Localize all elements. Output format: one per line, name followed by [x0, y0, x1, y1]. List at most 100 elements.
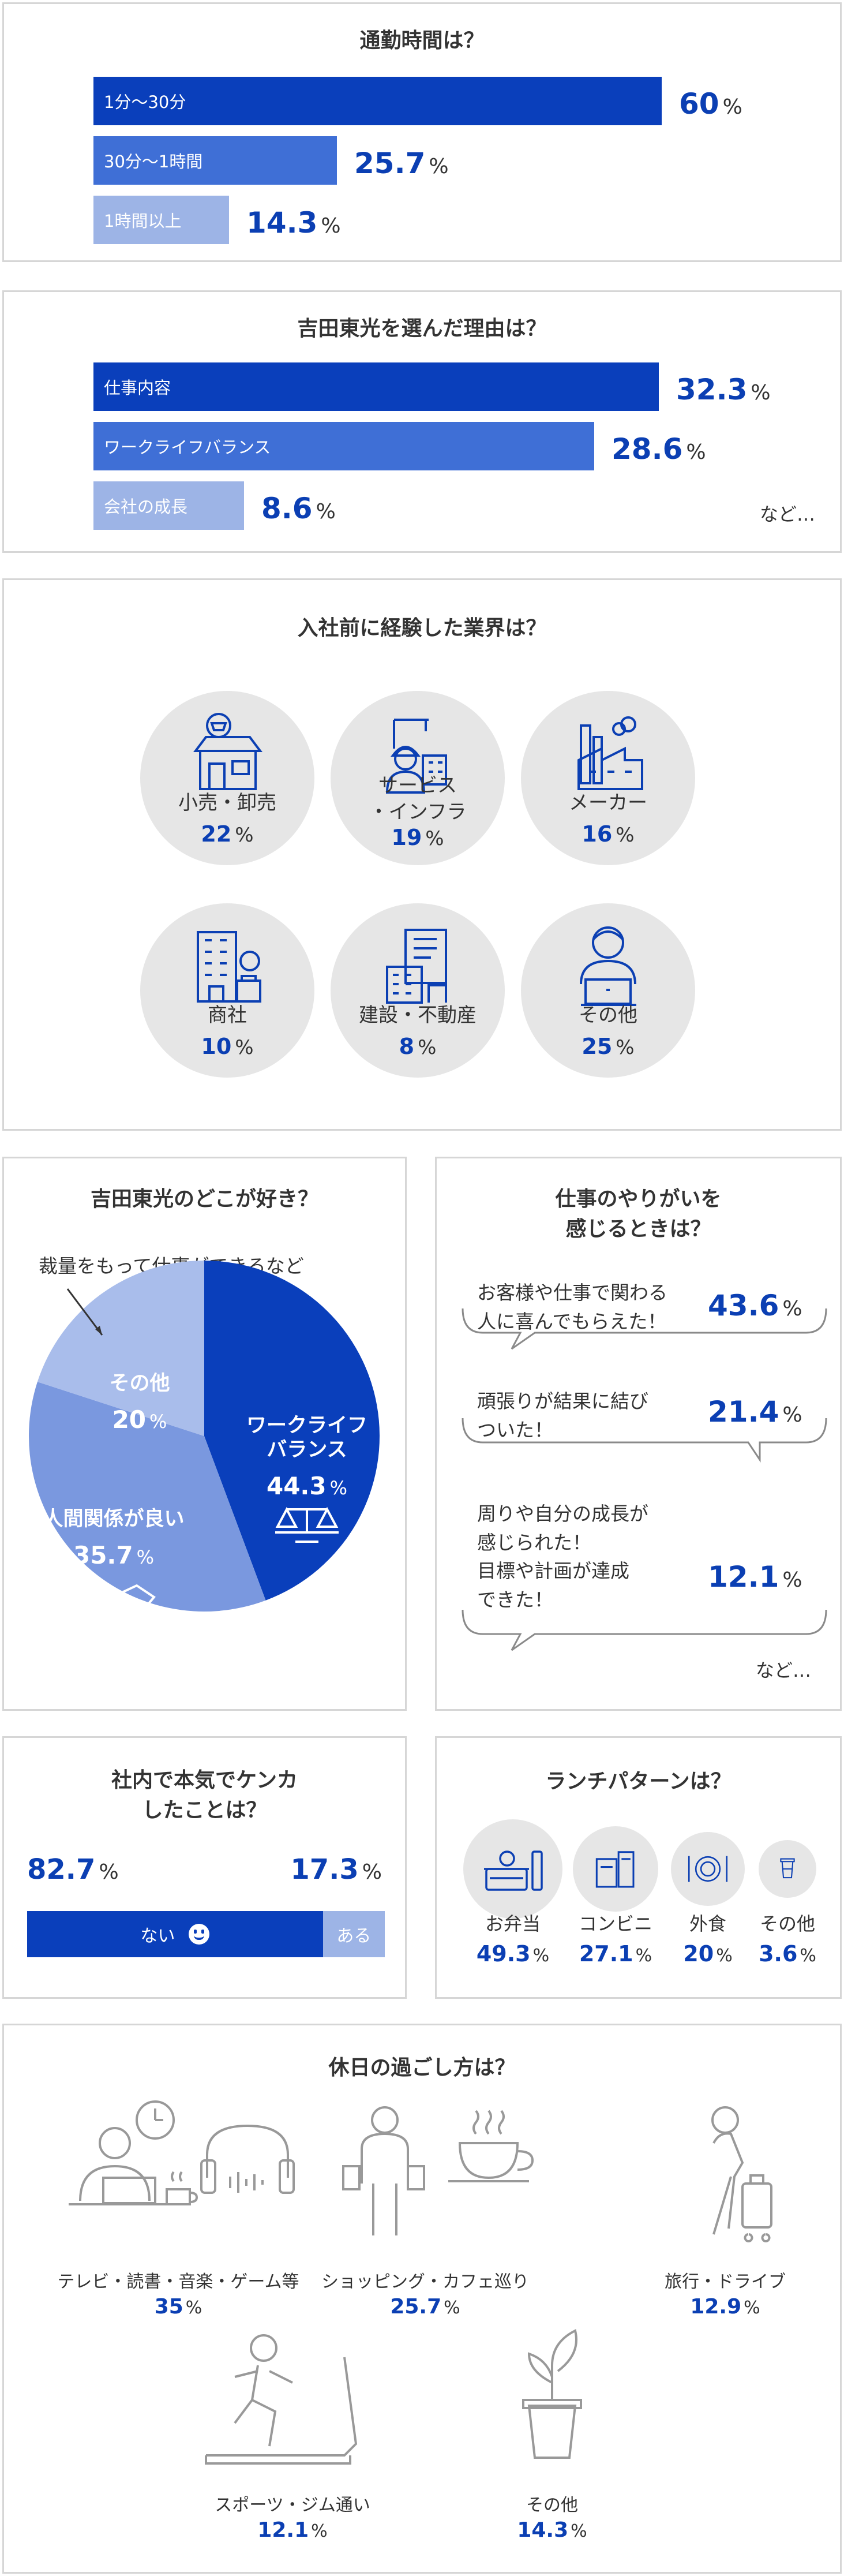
industry-value-4: 8%	[331, 1034, 505, 1059]
commute-bar-value-0: 60%	[679, 77, 742, 125]
quarrel-value-0-unit: %	[99, 1860, 119, 1884]
rewarding-text-1: 頑張りが結果に結び ついた！	[477, 1390, 648, 1441]
lunch-value-1-number: 27.1	[579, 1941, 633, 1966]
worker-icon	[385, 719, 447, 794]
industry-value-1: 19%	[331, 825, 505, 850]
holiday-label-4: その他	[526, 2495, 578, 2515]
commute-bar-label-0: 1分〜30分	[104, 92, 186, 112]
lunch-circle-0	[463, 1819, 562, 1919]
industry-label-3: 商社	[208, 1004, 247, 1027]
reason-card: 吉田東光を選んだ理由は？ 仕事内容 32.3% ワークライフバランス 28.6% 会社の…	[2, 290, 842, 553]
commute-bar-1: 30分〜1時間	[93, 136, 337, 185]
industry-value-2-number: 16	[582, 821, 613, 847]
industry-value-3-unit: %	[235, 1036, 254, 1059]
holiday-value-2-unit: %	[744, 2298, 760, 2318]
rewarding-value-1-unit: %	[782, 1403, 802, 1427]
pie-value-1: 35.7%	[73, 1541, 154, 1569]
rewarding-etc: など…	[756, 1659, 812, 1681]
lunch-value-3: 3.6%	[736, 1941, 839, 1966]
lunch-circle-1	[573, 1826, 658, 1912]
quarrel-value-0-number: 82.7	[27, 1853, 96, 1886]
pie-label-0-1: バランス	[267, 1438, 347, 1461]
lunch-value-2-unit: %	[716, 1946, 733, 1966]
treadmill-icon	[205, 2334, 358, 2465]
holiday-value-4-number: 14.3	[517, 2518, 569, 2542]
industry-value-2-unit: %	[616, 824, 635, 847]
callout-line	[66, 1288, 103, 1336]
industry-value-4-unit: %	[418, 1036, 437, 1059]
rewarding-value-0: 43.6%	[708, 1289, 802, 1322]
like-card: 吉田東光のどこが好き？ 裁量をもって仕事ができるなど ワークライフバランス44.…	[2, 1157, 407, 1711]
reason-bar-value-0-unit: %	[751, 381, 771, 405]
rewarding-value-2-number: 12.1	[708, 1560, 779, 1594]
lunch-title: ランチパターンは？	[545, 1770, 732, 1793]
lunch-value-0-unit: %	[532, 1946, 550, 1966]
reason-bar-value-2: 8.6%	[261, 481, 336, 530]
store-icon	[193, 713, 262, 790]
pie-label-2-0: その他	[109, 1372, 170, 1395]
holiday-label-0: テレビ・読書・音楽・ゲーム等	[57, 2272, 299, 2292]
industry-title: 入社前に経験した業界は？	[297, 616, 547, 640]
reason-bar-label-1: ワークライフバランス	[104, 438, 271, 457]
reason-title: 吉田東光を選んだ理由は？	[297, 317, 547, 341]
industry-item-4: 建設・不動産 8%	[331, 903, 505, 1078]
quarrel-value-0: 82.7%	[27, 1853, 119, 1886]
commute-bar-value-2-unit: %	[321, 214, 341, 238]
reason-bar-value-2-unit: %	[316, 500, 336, 524]
like-pie-chart: ワークライフバランス 44.3 % 人間関係が良い 35.7 % その他 20%	[28, 1261, 380, 1620]
lunch-label-0: お弁当	[485, 1913, 541, 1935]
quarrel-stacked-bar: ない ある	[27, 1911, 385, 1957]
industry-value-5-number: 25	[582, 1034, 613, 1059]
potted-plant-icon	[522, 2329, 582, 2459]
trading-building-icon	[197, 931, 261, 1003]
commute-bar-label-1: 30分〜1時間	[104, 152, 203, 171]
industry-card: 入社前に経験した業界は？ 小売・卸売 22% サービス ・インフラ 19% メーカー 16…	[2, 578, 842, 1131]
holiday-value-3-number: 12.1	[257, 2518, 309, 2542]
industry-value-2: 16%	[521, 821, 695, 847]
quarrel-value-1: 17.3%	[290, 1853, 382, 1886]
callout-arrow-icon	[95, 1326, 102, 1335]
lunch-value-2-number: 20	[683, 1941, 714, 1966]
holiday-value-0-unit: %	[185, 2298, 202, 2318]
holiday-value-0-number: 35	[154, 2295, 183, 2319]
holiday-value-3-unit: %	[311, 2521, 328, 2541]
industry-value-1-unit: %	[425, 827, 444, 850]
holiday-card: 休日の過ごし方は？ テレビ・読書・音楽・ゲーム等 35% ショッピング・カフェ巡り 2…	[2, 2024, 842, 2574]
lunch-label-1: コンビニ	[578, 1913, 652, 1935]
holiday-value-1-unit: %	[444, 2298, 460, 2318]
rewarding-value-1-number: 21.4	[708, 1395, 779, 1429]
holiday-title: 休日の過ごし方は？	[328, 2056, 516, 2080]
industry-label-5: その他	[579, 1004, 637, 1027]
rewarding-card: 仕事のやりがいを 感じるときは？ お客様や仕事で関わる 人に喜んでもらえた！ 43…	[435, 1157, 842, 1711]
industry-item-3: 商社 10%	[140, 903, 314, 1078]
lunch-label-3: その他	[759, 1913, 815, 1935]
quarrel-segment-label-0: ない	[140, 1926, 175, 1946]
industry-value-0-unit: %	[235, 824, 254, 847]
holiday-value-1: 25.7%	[275, 2295, 575, 2319]
commute-bar-value-1: 25.7%	[354, 136, 449, 185]
holiday-value-2: 12.9%	[575, 2295, 844, 2319]
commute-bar-2: 1時間以上	[93, 196, 229, 244]
pie-slice-1	[28, 1382, 266, 1612]
reason-bar-0: 仕事内容	[93, 362, 659, 411]
relax-at-home-icon	[69, 2100, 295, 2205]
real-estate-icon	[386, 929, 447, 1004]
industry-value-1-number: 19	[391, 825, 422, 850]
balance-scale-icon	[275, 1506, 339, 1543]
rewarding-value-0-number: 43.6	[708, 1289, 779, 1322]
quarrel-segment-1: ある	[322, 1911, 385, 1957]
industry-item-0: 小売・卸売 22%	[140, 691, 314, 865]
coffee-cup-icon	[780, 1858, 795, 1879]
reason-etc: など…	[760, 503, 816, 525]
handshake-icon	[83, 1584, 156, 1620]
pie-value-0: 44.3%	[267, 1472, 347, 1500]
pie-slice-0	[204, 1261, 380, 1601]
reason-bar-1: ワークライフバランス	[93, 422, 594, 470]
office-worker-icon	[580, 926, 636, 1006]
pie-label-1-0: 人間関係が良い	[43, 1508, 184, 1531]
commute-bar-0: 1分〜30分	[93, 77, 662, 125]
commute-card: 通勤時間は？ 1分〜30分 60% 30分〜1時間 25.7% 1時間以上 14.3%	[2, 2, 842, 262]
commute-bar-value-2-number: 14.3	[246, 206, 318, 240]
reason-bar-label-2: 会社の成長	[104, 497, 188, 517]
industry-value-0: 22%	[140, 821, 314, 847]
